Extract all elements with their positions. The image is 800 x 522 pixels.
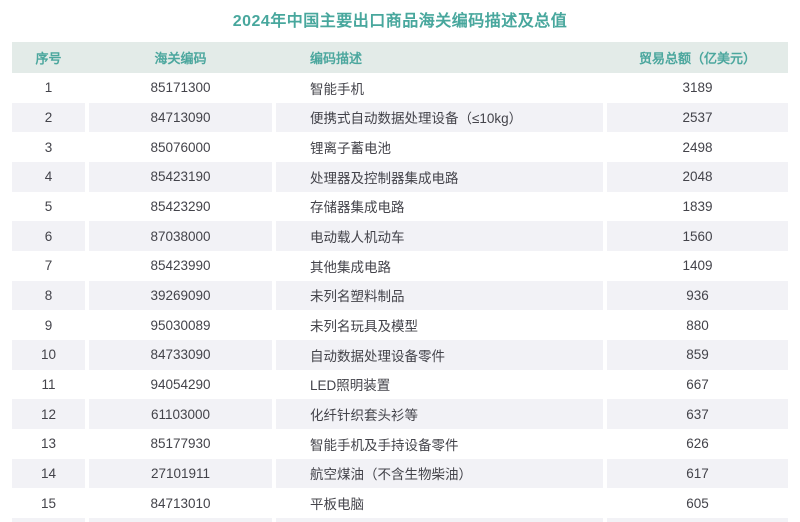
cell-description: 平板电脑: [310, 497, 364, 513]
column-header-hs-code: 海关编码: [154, 51, 207, 66]
cell-description: 其他集成电路: [310, 259, 391, 275]
cell-hs-code: 84713090: [89, 102, 272, 133]
cell-trade-value: 617: [607, 458, 788, 489]
cell-index: 13: [40, 436, 57, 452]
table-row: 13 85177930 智能手机及手持设备零件 626: [12, 429, 788, 459]
export-commodities-table: 序号 海关编码 编码描述 贸易总额（亿美元） 1 85171300 智能手机 3…: [12, 42, 788, 522]
cell-index: 12: [12, 399, 85, 429]
cell-hs-code: 39269090: [89, 280, 272, 311]
truncated-next-row: [12, 517, 788, 522]
table-header-row: 序号 海关编码 编码描述 贸易总额（亿美元）: [12, 42, 788, 73]
cell-hs-code: 85423290: [150, 198, 211, 214]
table-row: 7 85423990 其他集成电路 1409: [12, 251, 788, 281]
cell-hs-code: 85423190: [89, 161, 272, 192]
table-row: 2 84713090 便携式自动数据处理设备（≤10kg） 2537: [12, 102, 788, 133]
cell-index: 5: [44, 198, 53, 214]
cell-trade-value: 667: [686, 376, 709, 392]
cell-hs-code: 94054290: [150, 376, 211, 392]
cell-index: 2: [12, 102, 85, 133]
cell-hs-code: 27101911: [89, 458, 272, 489]
cell-trade-value: 605: [686, 495, 709, 511]
page-title: 2024年中国主要出口商品海关编码描述及总值: [232, 13, 568, 30]
cell-trade-value: 2537: [607, 102, 788, 133]
cell-description: 便携式自动数据处理设备（≤10kg）: [276, 102, 603, 133]
cell-trade-value: 880: [686, 317, 709, 333]
cell-trade-value: 637: [607, 399, 788, 429]
cell-description: 化纤针织套头衫等: [276, 399, 603, 429]
cell-description: 电动载人机动车: [276, 221, 603, 251]
cell-index: 4: [12, 161, 85, 192]
table-row: 14 27101911 航空煤油（不含生物柴油） 617: [12, 458, 788, 489]
cell-trade-value: 1409: [682, 258, 713, 274]
cell-description: 未列名玩具及模型: [310, 319, 418, 335]
cell-hs-code: 85177930: [150, 436, 211, 452]
cell-trade-value: 1560: [607, 221, 788, 251]
cell-hs-code: 84733090: [89, 339, 272, 370]
cell-description: 智能手机及手持设备零件: [310, 437, 459, 453]
cell-trade-value: 2048: [607, 161, 788, 192]
table-row: 12 61103000 化纤针织套头衫等 637: [12, 399, 788, 429]
cell-description: 锂离子蓄电池: [310, 141, 391, 157]
column-header-trade-value: 贸易总额（亿美元）: [638, 51, 756, 66]
cell-trade-value: 3189: [682, 80, 713, 96]
table-row: 6 87038000 电动载人机动车 1560: [12, 221, 788, 251]
column-header-description: 编码描述: [310, 51, 363, 66]
cell-trade-value: 936: [607, 280, 788, 311]
cell-trade-value: 859: [607, 339, 788, 370]
cell-index: 1: [44, 80, 53, 96]
cell-description: 自动数据处理设备零件: [276, 339, 603, 370]
cell-description: LED照明装置: [310, 378, 391, 394]
cell-description: 智能手机: [310, 81, 364, 97]
cell-index: 14: [12, 458, 85, 489]
cell-hs-code: 84713010: [150, 495, 211, 511]
cell-hs-code: 85076000: [150, 139, 211, 155]
cell-index: 8: [12, 280, 85, 311]
cell-index: 10: [12, 339, 85, 370]
cell-index: 15: [40, 495, 57, 511]
cell-trade-value: 1839: [682, 198, 713, 214]
cell-description: 未列名塑料制品: [276, 280, 603, 311]
cell-trade-value: 626: [686, 436, 709, 452]
cell-index: 9: [44, 317, 53, 333]
column-header-index: 序号: [35, 51, 62, 66]
cell-index: 7: [44, 258, 53, 274]
cell-hs-code: 85171300: [150, 80, 211, 96]
cell-index: 11: [41, 376, 56, 392]
cell-hs-code: 61103000: [89, 399, 272, 429]
table-row: 10 84733090 自动数据处理设备零件 859: [12, 339, 788, 370]
table-row: 3 85076000 锂离子蓄电池 2498: [12, 132, 788, 162]
cell-description: 处理器及控制器集成电路: [276, 161, 603, 192]
cell-index: 6: [12, 221, 85, 251]
table-row: 5 85423290 存储器集成电路 1839: [12, 192, 788, 222]
cell-hs-code: 95030089: [150, 317, 211, 333]
table-row: 9 95030089 未列名玩具及模型 880: [12, 310, 788, 340]
table-body: 1 85171300 智能手机 3189 2 84713090 便携式自动数据处…: [12, 73, 788, 518]
table-row: 15 84713010 平板电脑 605: [12, 488, 788, 518]
cell-trade-value: 2498: [682, 139, 713, 155]
table-row: 1 85171300 智能手机 3189: [12, 73, 788, 103]
table-row: 11 94054290 LED照明装置 667: [12, 370, 788, 400]
cell-hs-code: 85423990: [150, 258, 211, 274]
cell-index: 3: [44, 139, 53, 155]
cell-description: 航空煤油（不含生物柴油）: [276, 458, 603, 489]
table-row: 4 85423190 处理器及控制器集成电路 2048: [12, 161, 788, 192]
cell-hs-code: 87038000: [89, 221, 272, 251]
table-row: 8 39269090 未列名塑料制品 936: [12, 280, 788, 311]
cell-description: 存储器集成电路: [310, 200, 405, 216]
